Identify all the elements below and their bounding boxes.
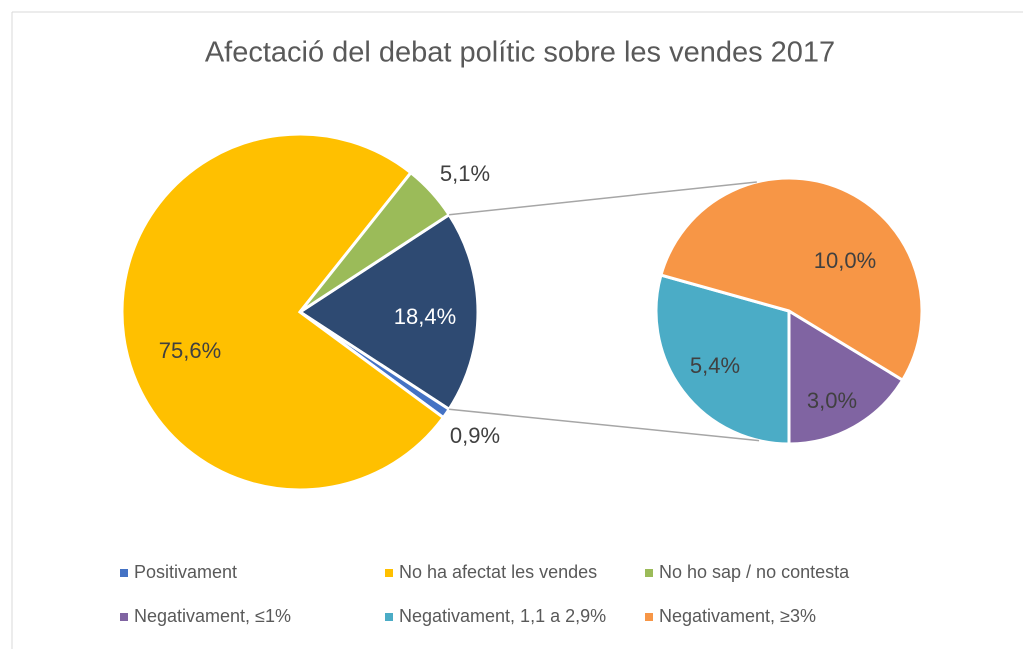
legend-swatch [645,569,653,577]
legend-label: Negativament, ≥3% [659,606,816,626]
chart-title: Afectació del debat polític sobre les ve… [205,37,835,69]
data-label: 10,0% [814,248,876,273]
legend-swatch [120,569,128,577]
connector-line [449,181,757,216]
connector-line [449,408,760,442]
legend-swatch [385,569,393,577]
legend-label: Positivament [134,562,237,582]
legend-label: No ha afectat les vendes [399,562,597,582]
pie-slice [787,308,905,446]
data-label: 75,6% [159,338,221,363]
legend-label: Negativament, ≤1% [134,606,291,626]
legend-swatch [645,613,653,621]
pie-slice [659,176,924,383]
data-label: 0,9% [450,423,500,448]
data-label: 3,0% [807,388,857,413]
pie-slice [297,212,480,412]
legend-label: Negativament, 1,1 a 2,9% [399,606,606,626]
legend-swatch [385,613,393,621]
pie-slice [298,170,452,314]
legend-label: No ho sap / no contesta [659,562,850,582]
data-label: 5,4% [690,353,740,378]
data-label: 5,1% [440,161,490,186]
pie-slice [654,273,791,446]
pie-slice [120,132,446,492]
data-label: 18,4% [394,304,456,329]
legend-swatch [120,613,128,621]
